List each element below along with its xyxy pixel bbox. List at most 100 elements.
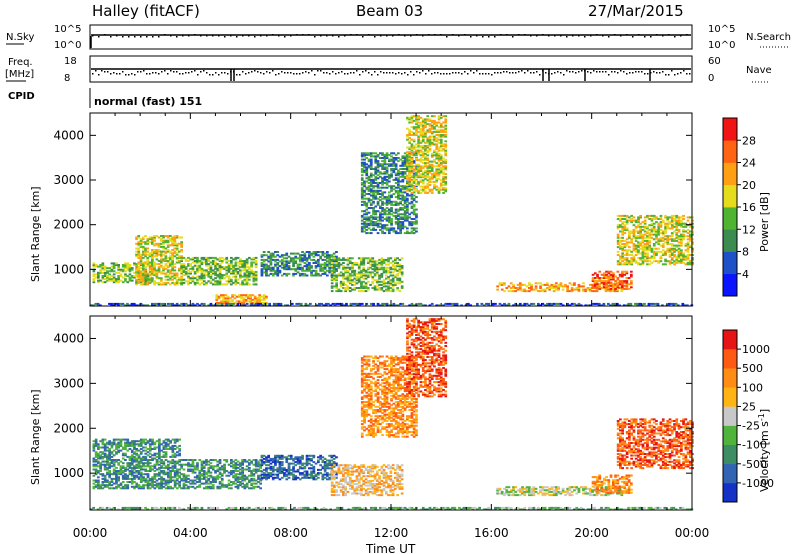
- nave-dot: [140, 71, 142, 73]
- power-colorbar-swatch-7: [723, 118, 737, 141]
- data-cell-power-2680: [417, 115, 420, 117]
- data-cell-power-2081: [381, 157, 384, 159]
- nsky-dot: [326, 35, 328, 37]
- data-cell-power-595: [180, 269, 183, 271]
- data-cell-power-3037: [444, 140, 447, 142]
- data-cell-power-1679: [383, 267, 386, 269]
- data-cell-power-2708: [420, 128, 423, 130]
- nave-dot: [533, 72, 535, 74]
- nave-dot: [248, 72, 250, 74]
- data-cell-power-3048: [444, 115, 447, 117]
- data-cell-power-1874: [365, 157, 368, 159]
- data-cell-power-1481: [347, 264, 350, 266]
- data-cell-power-1785: [361, 226, 364, 228]
- data-cell-power-1424: [335, 262, 338, 264]
- data-cell-power-1924: [370, 179, 373, 181]
- data-cell-power-2217: [393, 168, 396, 170]
- data-cell-power-1976: [374, 206, 377, 208]
- data-cell-velocity-98: [104, 475, 107, 477]
- data-cell-power-293: [146, 277, 149, 279]
- data-cell-power-1612: [371, 268, 374, 270]
- nave-dot: [689, 73, 691, 75]
- nave-dot: [494, 72, 496, 74]
- data-cell-power-1026: [247, 300, 250, 302]
- nave-dot: [527, 70, 529, 72]
- nsky-dot: [470, 36, 472, 38]
- data-cell-power-3781: [671, 252, 674, 254]
- data-cell-power-637: [189, 263, 192, 265]
- data-cell-power-96: [120, 269, 123, 271]
- data-cell-power-1554: [360, 270, 363, 272]
- data-cell-power-270: [142, 241, 145, 243]
- data-cell-power-496: [169, 235, 172, 237]
- data-cell-power-1416: [335, 282, 338, 284]
- data-cell-power-3926: [687, 229, 690, 231]
- data-cell-power-1180: [285, 257, 288, 259]
- nave-dot: [458, 72, 460, 74]
- data-cell-power-2494: [415, 209, 418, 211]
- nsky-dot: [536, 35, 538, 37]
- data-cell-power-2495: [415, 201, 418, 203]
- data-cell-power-1670: [383, 290, 386, 292]
- data-cell-power-1905: [370, 229, 373, 231]
- data-cell-power-660: [196, 279, 199, 281]
- data-cell-velocity-86: [102, 451, 105, 453]
- data-cell-power-2212: [393, 188, 396, 190]
- data-cell-power-2891: [433, 126, 436, 128]
- data-cell-power-2878: [433, 165, 436, 167]
- data-cell-power-214: [137, 280, 140, 282]
- data-cell-power-1747: [394, 257, 397, 259]
- data-cell-power-3502: [635, 231, 638, 233]
- data-cell-power-4208: [578, 303, 581, 305]
- data-cell-power-3236: [594, 277, 597, 279]
- nave-dot: [437, 72, 439, 74]
- nave-dot: [419, 72, 421, 74]
- data-cell-power-868: [237, 257, 240, 259]
- data-cell-power-2779: [424, 118, 427, 120]
- data-cell-power-402: [158, 237, 161, 239]
- nsky-dot: [602, 35, 604, 37]
- data-cell-power-691: [201, 262, 204, 264]
- nave-dot: [410, 71, 412, 73]
- data-cell-power-4055: [259, 303, 262, 305]
- nave-dot: [377, 74, 379, 76]
- data-cell-power-4244: [648, 303, 651, 305]
- data-cell-power-2696: [420, 154, 423, 156]
- data-cell-velocity-213: [117, 484, 120, 486]
- data-cell-power-2224: [393, 152, 396, 154]
- data-cell-velocity-87: [102, 447, 105, 449]
- data-cell-power-3136: [562, 289, 565, 291]
- data-cell-power-1596: [367, 257, 370, 259]
- data-cell-power-3078: [519, 282, 522, 284]
- data-cell-power-4181: [526, 303, 529, 305]
- nave-dot: [554, 72, 556, 74]
- data-cell-power-1569: [362, 267, 365, 269]
- data-cell-power-4014: [180, 303, 183, 305]
- data-cell-power-569: [178, 243, 181, 245]
- data-cell-power-2838: [429, 123, 432, 125]
- data-cell-power-765: [216, 274, 219, 276]
- data-cell-power-3618: [648, 240, 651, 242]
- nave-dot: [227, 73, 229, 75]
- data-cell-power-1279: [310, 253, 313, 255]
- nave-dot: [455, 72, 457, 74]
- data-cell-power-861: [237, 282, 240, 284]
- data-cell-power-4036: [221, 303, 224, 305]
- data-cell-power-92: [120, 280, 123, 282]
- data-cell-power-1774: [401, 281, 404, 283]
- data-cell-power-2382: [406, 231, 409, 233]
- data-cell-power-320: [149, 241, 152, 243]
- data-cell-velocity-265: [124, 484, 127, 486]
- power-colorbar-swatch-1: [723, 252, 737, 275]
- data-cell-power-3026: [444, 165, 447, 167]
- data-cell-power-3300: [614, 275, 617, 277]
- data-cell-power-3164: [582, 282, 585, 284]
- data-cell-power-1724: [392, 289, 395, 291]
- data-cell-power-2920: [435, 134, 438, 136]
- data-cell-power-1722: [390, 257, 393, 259]
- data-cell-power-2057: [381, 216, 384, 218]
- data-cell-power-4116: [381, 303, 384, 305]
- nave-dot: [194, 70, 196, 72]
- nave-dot: [656, 72, 658, 74]
- data-cell-power-300: [146, 254, 149, 256]
